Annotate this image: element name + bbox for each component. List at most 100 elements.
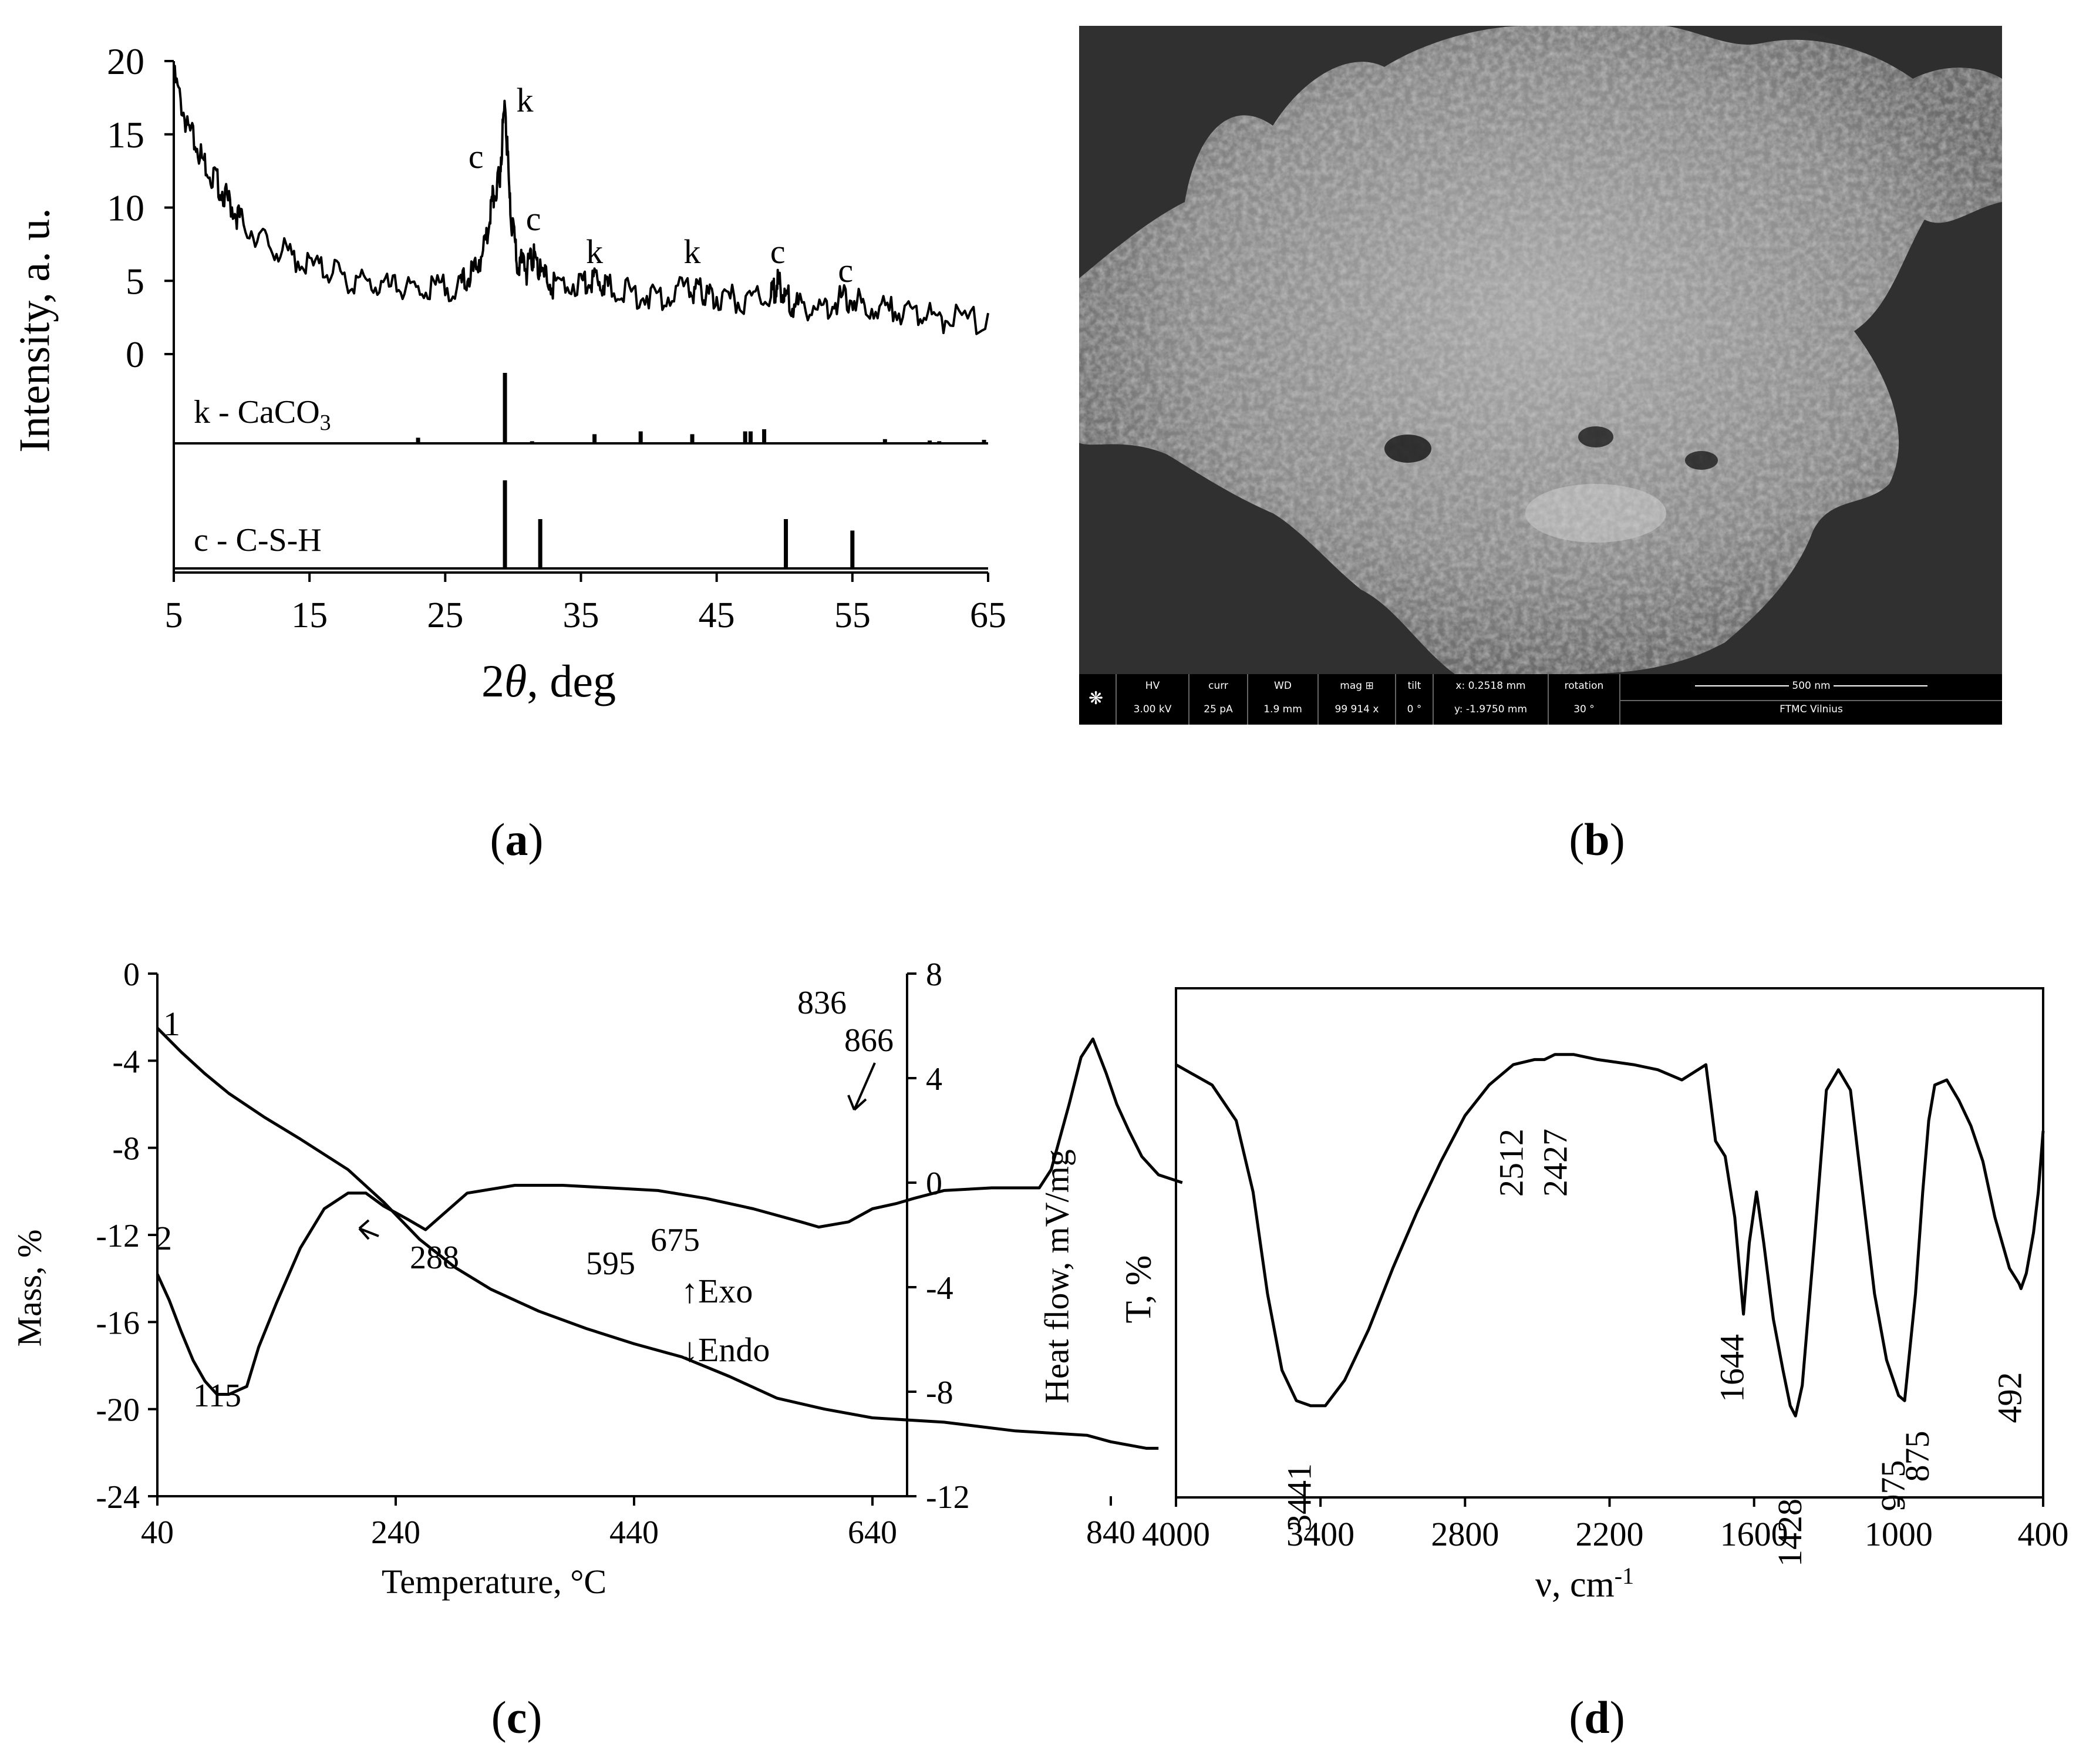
sem-curr-value: 25 pA xyxy=(1204,703,1233,715)
ytick-label-c: -12 xyxy=(96,1218,140,1254)
sem-y-value: y: -1.9750 mm xyxy=(1454,703,1528,715)
y2tick-label-c: 0 xyxy=(926,1166,942,1202)
annotation-1644: 1644 xyxy=(1713,1334,1751,1402)
panel-d-ftir: 4000 3400 2800 2200 1600 1000 400 3441 2512 2427 1… xyxy=(1057,940,2086,1691)
panel-d-xlabel-sup: -1 xyxy=(1614,1563,1635,1589)
xtick-label-a: 35 xyxy=(563,595,599,635)
ytick-label-a: 15 xyxy=(107,114,144,156)
legend-caco3-text: k - CaCO xyxy=(194,394,320,430)
caption-b: (b) xyxy=(1569,814,1625,865)
sem-hv: HV 3.00 kV xyxy=(1117,674,1189,725)
ytick-label-c: -20 xyxy=(96,1392,140,1429)
ytick-label-c: -24 xyxy=(96,1479,140,1516)
xtick-label-c: 440 xyxy=(609,1514,659,1551)
legend-csh: c - C-S-H xyxy=(194,522,322,558)
panel-d-ylabel: T, % xyxy=(1118,1255,1159,1324)
ytick-label-a: 0 xyxy=(126,334,144,375)
sem-tilt: tilt 0 ° xyxy=(1396,674,1434,725)
panel-a-xlabel: 2θ, deg xyxy=(481,655,616,708)
peak-label-c: c xyxy=(526,200,541,238)
ytick-label-c: 0 xyxy=(123,957,140,993)
sem-mag: mag ⊞ 99 914 x xyxy=(1319,674,1396,725)
y2tick-label-c: -8 xyxy=(926,1375,953,1411)
xtick-label-a: 55 xyxy=(834,595,871,635)
annotation-3441: 3441 xyxy=(1280,1463,1318,1531)
sem-x-value: x: 0.2518 mm xyxy=(1455,680,1526,692)
xtick-label-d: 2200 xyxy=(1576,1515,1644,1553)
annotation-836: 836 xyxy=(797,985,847,1021)
xtick-label-d: 2800 xyxy=(1431,1515,1499,1553)
sem-wd-label: WD xyxy=(1274,680,1292,692)
xtick-label-a: 65 xyxy=(970,595,1006,635)
endo-label: ↓Endo xyxy=(681,1330,770,1369)
curve1-label: 1 xyxy=(163,1005,180,1043)
panel-d-xlabel: ν, cm-1 xyxy=(1535,1562,1634,1606)
sem-tilt-label: tilt xyxy=(1407,680,1421,692)
xlabel-a-post: , deg xyxy=(527,655,616,706)
sem-wd: WD 1.9 mm xyxy=(1248,674,1319,725)
sem-hv-value: 3.00 kV xyxy=(1133,703,1172,715)
sem-tilt-value: 0 ° xyxy=(1407,703,1422,715)
caption-b-letter: b xyxy=(1584,814,1610,865)
peak-label-k: k xyxy=(586,233,603,271)
xtick-label-c: 640 xyxy=(848,1514,897,1551)
sem-wd-value: 1.9 mm xyxy=(1263,703,1302,715)
y2tick-label-c: -4 xyxy=(926,1270,953,1307)
plot-frame-d xyxy=(1175,987,2044,1499)
legend-caco3: k - CaCO3 xyxy=(194,393,331,436)
ytick-label-a: 10 xyxy=(107,187,144,229)
series-c-heatflow xyxy=(156,1037,1183,1396)
annotation-595: 595 xyxy=(586,1245,635,1282)
xlabel-a-pre: 2 xyxy=(481,655,504,706)
sem-mag-label: mag ⊞ xyxy=(1340,680,1374,692)
sem-mag-value: 99 914 x xyxy=(1334,703,1379,715)
xtick-label-c: 40 xyxy=(141,1514,174,1551)
xtick-label-d: 1600 xyxy=(1720,1515,1788,1553)
legend-caco3-sub: 3 xyxy=(319,410,331,436)
annotation-875: 875 xyxy=(1898,1431,1936,1482)
curve2-label: 2 xyxy=(155,1219,172,1257)
annotation-975: 975 xyxy=(1874,1460,1912,1511)
ytick-label-c: -4 xyxy=(112,1043,140,1080)
panel-c-ylabel-left: Mass, % xyxy=(10,1229,49,1347)
sem-facility: FTMC Vilnius xyxy=(1620,700,2002,715)
xtick-label-d: 1000 xyxy=(1865,1515,1933,1553)
xtick-label-c: 840 xyxy=(1086,1514,1135,1551)
ytick-label-a: 20 xyxy=(107,41,144,82)
ytick-label-c: -8 xyxy=(112,1131,140,1167)
endo-text: Endo xyxy=(698,1331,770,1369)
sem-rotation: rotation 30 ° xyxy=(1549,674,1620,725)
sem-rotation-label: rotation xyxy=(1564,680,1604,692)
panel-c-xlabel: Temperature, °C xyxy=(382,1563,607,1601)
xtick-label-a: 45 xyxy=(699,595,735,635)
annotation-1428: 1428 xyxy=(1771,1499,1809,1567)
sem-scale: 500 nm FTMC Vilnius xyxy=(1620,674,2002,725)
sem-hv-label: HV xyxy=(1145,680,1160,692)
sem-xy: x: 0.2518 mm y: -1.9750 mm xyxy=(1434,674,1549,725)
exo-label: ↑Exo xyxy=(681,1271,753,1311)
peak-label-k: k xyxy=(684,233,701,271)
xtick-label-a: 15 xyxy=(291,595,328,635)
y2tick-label-c: -12 xyxy=(926,1479,970,1516)
sem-curr-label: curr xyxy=(1208,680,1228,692)
y2tick-label-c: 8 xyxy=(926,957,942,993)
annotation-115: 115 xyxy=(193,1378,241,1414)
caption-a-letter: a xyxy=(505,814,528,865)
caption-c: (c) xyxy=(491,1692,542,1743)
peak-label-k: k xyxy=(517,81,534,119)
xtick-label-d: 3400 xyxy=(1286,1515,1354,1553)
panel-c-tga: 0 -4 -8 -12 -16 -20 -24 8 4 0 -4 -8 -12 40 240 440 640 84… xyxy=(0,940,1183,1691)
caption-d-letter: d xyxy=(1584,1692,1610,1743)
annotation-675: 675 xyxy=(651,1222,700,1258)
sem-image: ❋ HV 3.00 kV curr 25 pA WD 1.9 mm mag ⊞ 99 9… xyxy=(1079,26,2002,725)
series-a-sample xyxy=(173,65,989,335)
caption-a: (a) xyxy=(490,814,544,865)
exo-text: Exo xyxy=(698,1272,753,1310)
xtick-label-a: 25 xyxy=(427,595,463,635)
xtick-label-d: 4000 xyxy=(1142,1515,1210,1553)
sem-scale-label: 500 nm xyxy=(1792,680,1831,692)
chart-d-svg: 4000 3400 2800 2200 1600 1000 400 3441 2512 2427 1… xyxy=(1142,987,2069,1567)
annotation-288: 288 xyxy=(410,1240,459,1276)
